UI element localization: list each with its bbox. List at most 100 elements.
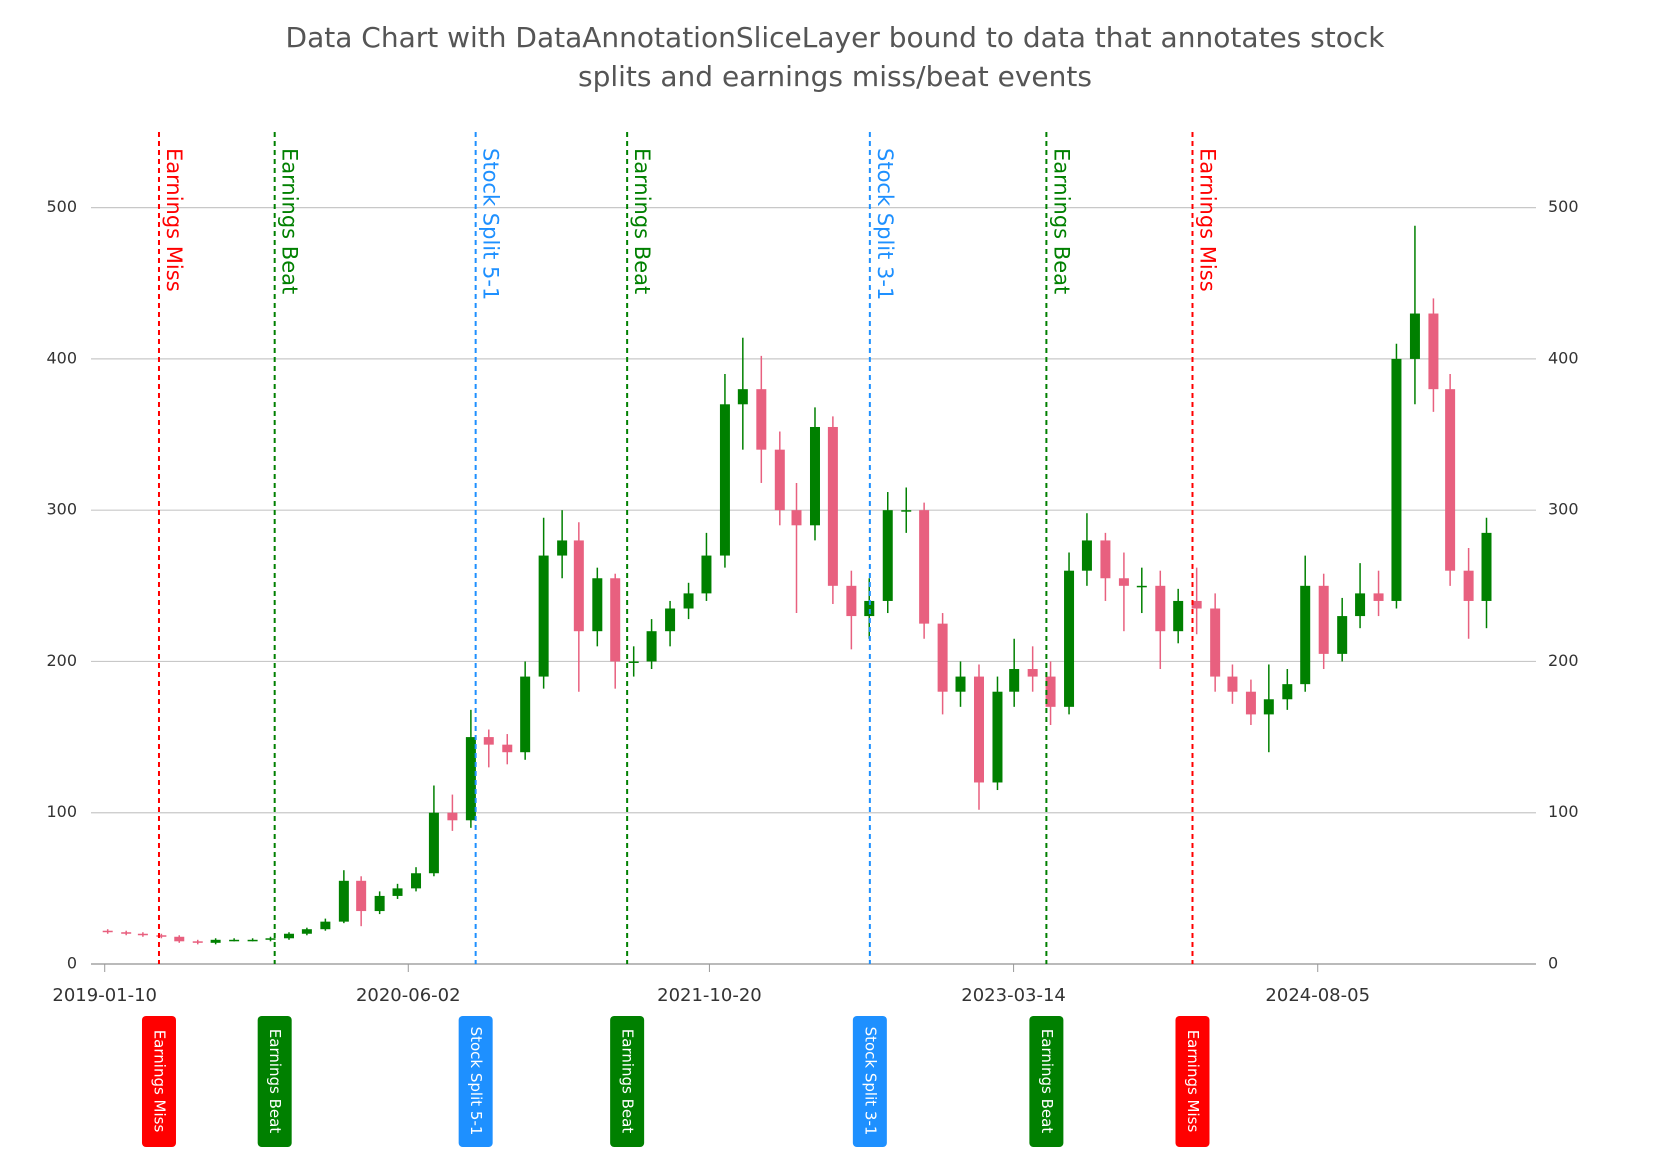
chart-title: splits and earnings miss/beat events [578, 60, 1092, 93]
annotation-badge [141, 1016, 176, 1147]
candle-body [411, 873, 422, 889]
annotation-label: Stock Split 5-1 [479, 148, 503, 300]
annotation-label: Earnings Miss [162, 148, 186, 292]
annotation-badge [257, 1016, 292, 1147]
candle-body [955, 676, 966, 692]
candle-body [102, 930, 113, 933]
candle-body [229, 939, 240, 942]
candle-body [520, 676, 531, 753]
y-tick-label: 100 [46, 802, 77, 821]
annotation-label: Earnings Beat [278, 148, 302, 294]
candle-body [338, 880, 349, 922]
candle-body [701, 555, 712, 594]
annotation-badge-label: Stock Split 5-1 [467, 1027, 485, 1136]
candle-body [864, 600, 875, 617]
y-tick-label: 200 [46, 651, 77, 670]
annotation-badge [610, 1016, 645, 1147]
y-tick-label: 0 [67, 954, 77, 973]
x-tick-label: 2019-01-10 [52, 985, 157, 1006]
candle-body [1081, 540, 1092, 571]
candle-body [192, 941, 203, 943]
candle-body [1191, 600, 1202, 609]
candle-body [1245, 691, 1256, 715]
candle-body [791, 510, 802, 526]
candle-body [1300, 585, 1311, 685]
candle-body [137, 933, 148, 936]
candle-body [1318, 585, 1329, 654]
candle-body [901, 510, 912, 512]
candle-body [1391, 358, 1402, 601]
candle-body [1027, 669, 1038, 677]
candle-body [737, 389, 748, 405]
candle-body [1428, 313, 1439, 390]
candle-body [1173, 600, 1184, 632]
annotation-badge [852, 1016, 887, 1147]
candle-body [882, 510, 893, 601]
candle-body [610, 578, 621, 662]
candle-body [992, 691, 1003, 783]
x-tick-label: 2023-03-14 [961, 985, 1066, 1006]
candle-body [428, 812, 439, 874]
candle-body [1009, 669, 1020, 692]
annotation-badge-label: Stock Split 3-1 [861, 1027, 879, 1136]
candle-body [1355, 593, 1366, 617]
candle-body [356, 880, 367, 912]
candle-body [973, 676, 984, 783]
candle-body [538, 555, 549, 677]
candle-body [937, 623, 948, 692]
annotation-badge [458, 1016, 493, 1147]
candle-body [1045, 676, 1056, 707]
candle-body [156, 935, 167, 937]
candle-body [392, 888, 403, 896]
candle-body [846, 585, 857, 617]
candle-body [1445, 389, 1456, 571]
annotation-badge-label: Earnings Beat [619, 1029, 637, 1134]
candle-body [1282, 684, 1293, 700]
candle-body [502, 744, 513, 753]
y2-tick-label: 200 [1548, 651, 1579, 670]
candle-body [628, 661, 639, 663]
candle-body [1227, 676, 1238, 692]
candle-body [774, 449, 785, 511]
candle-body [465, 737, 476, 821]
candle-body [1337, 616, 1348, 654]
candle-body [683, 593, 694, 609]
annotation-badge-label: Earnings Beat [1038, 1029, 1056, 1134]
y2-tick-label: 300 [1548, 500, 1579, 519]
candle-body [573, 540, 584, 632]
y2-tick-label: 400 [1548, 348, 1579, 367]
annotation-badge-label: Earnings Miss [1184, 1030, 1202, 1133]
candle-body [1373, 593, 1384, 601]
candle-body [1409, 313, 1420, 359]
candle-body [121, 932, 132, 934]
candle-body [174, 936, 185, 942]
candle-body [719, 404, 730, 556]
candle-body [919, 510, 930, 624]
candle-body [557, 540, 568, 556]
y2-tick-label: 100 [1548, 802, 1579, 821]
y-tick-label: 500 [46, 197, 77, 216]
candle-body [283, 933, 294, 939]
y2-tick-label: 500 [1548, 197, 1579, 216]
candle-body [665, 608, 676, 632]
annotation-badge [1175, 1016, 1210, 1147]
y-tick-label: 400 [46, 348, 77, 367]
candle-body [374, 895, 385, 912]
x-tick-label: 2024-08-05 [1265, 985, 1370, 1006]
candle-body [301, 929, 312, 934]
candle-body [646, 631, 657, 662]
annotation-badge-label: Earnings Beat [266, 1029, 284, 1134]
candle-body [1136, 585, 1147, 588]
candle-body [1155, 585, 1166, 632]
candle-body [1481, 532, 1492, 601]
annotation-label: Earnings Miss [1195, 148, 1219, 292]
candle-body [265, 938, 276, 940]
annotation-label: Earnings Beat [1049, 148, 1073, 294]
candle-body [1064, 570, 1075, 707]
annotation-badge-label: Earnings Miss [150, 1030, 168, 1133]
candle-body [483, 737, 494, 745]
candle-body [1118, 578, 1129, 586]
candle-body [809, 426, 820, 526]
annotation-badge [1029, 1016, 1064, 1147]
x-tick-label: 2021-10-20 [657, 985, 762, 1006]
